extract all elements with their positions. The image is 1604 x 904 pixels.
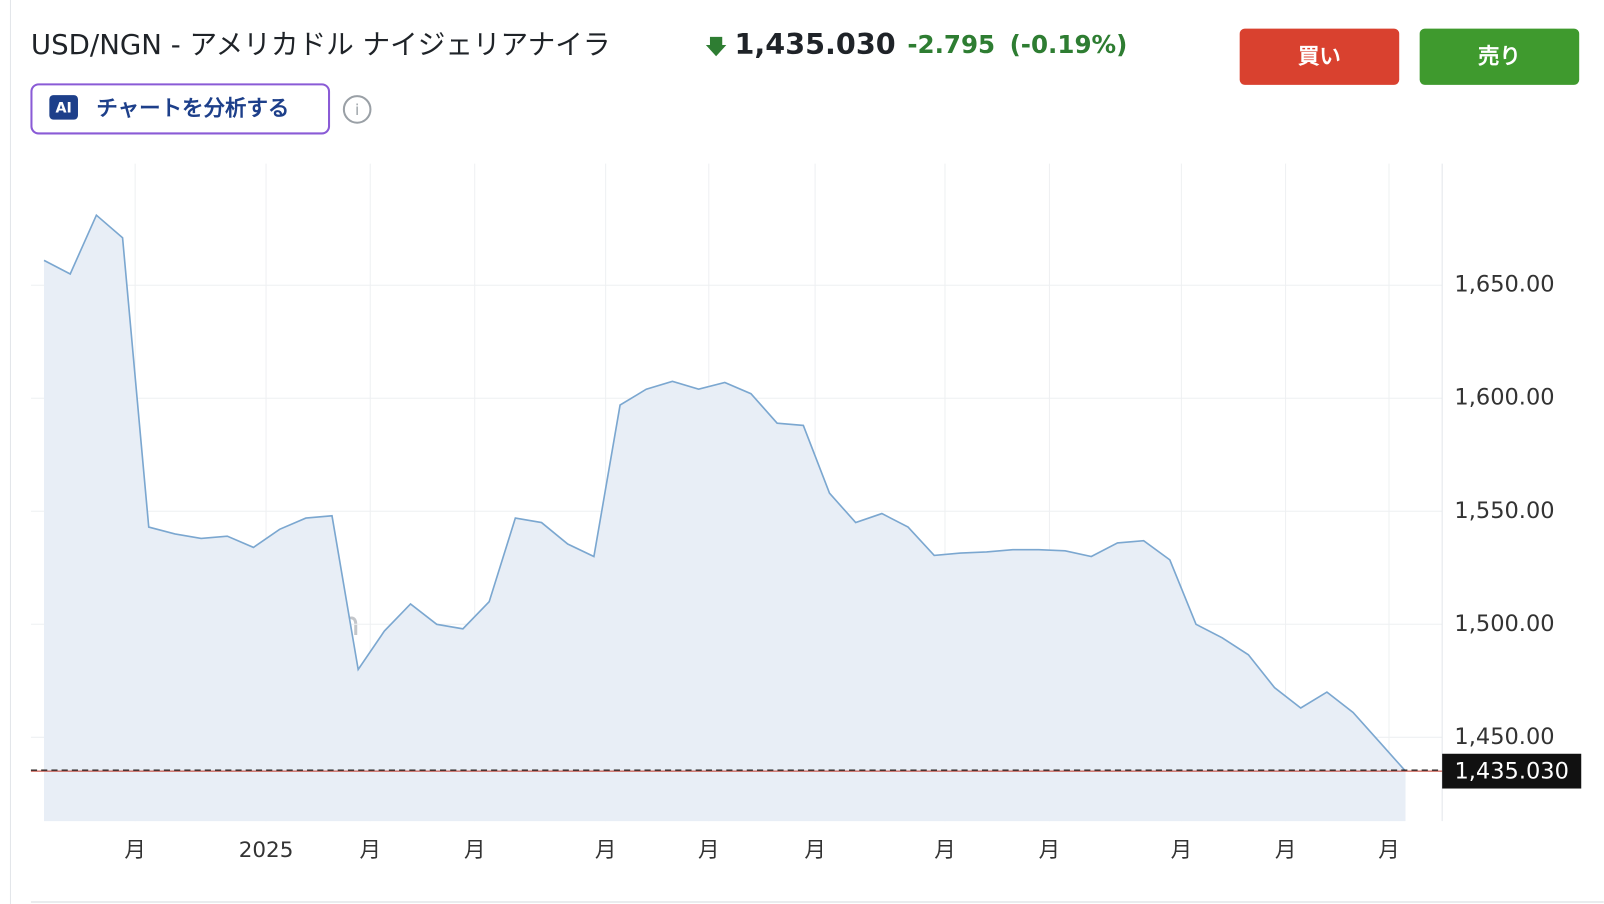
down-arrow <box>705 36 727 57</box>
x-tick-label: 月 <box>934 838 955 863</box>
change: -2.795 <box>907 30 995 59</box>
y-tick-label: 1,600.00 <box>1454 385 1554 411</box>
x-tick-label: 2025 <box>239 838 294 863</box>
sell-label: 売り <box>1478 43 1521 69</box>
title: USD/NGN - アメリカドル ナイジェリアナイラ <box>31 28 611 61</box>
info-glyph: i <box>355 101 359 119</box>
price-line <box>43 213 1407 772</box>
x-tick-label: 月 <box>698 838 719 863</box>
y-tick-label: 1,500.00 <box>1454 611 1554 637</box>
ai-label: チャートを分析する <box>96 96 289 121</box>
y-tick-label: 1,450.00 <box>1454 724 1554 750</box>
y-tick-label: 1,550.00 <box>1454 498 1554 524</box>
buy-label: 買い <box>1298 44 1341 69</box>
ai-button[interactable] <box>30 83 331 135</box>
x-tick-label: 月 <box>1275 838 1296 863</box>
ai-badge: AI <box>55 100 71 116</box>
price: 1,435.030 <box>735 27 896 61</box>
x-tick-label: 月 <box>1039 838 1060 863</box>
x-tick-label: 月 <box>804 838 825 863</box>
x-tick-label: 月 <box>1378 838 1399 863</box>
y-tick-label: 1,650.00 <box>1454 272 1554 298</box>
x-tick-label: 月 <box>124 838 145 863</box>
info-icon[interactable] <box>342 95 372 124</box>
sell-button[interactable] <box>1419 28 1580 85</box>
x-tick-label: 月 <box>1171 838 1192 863</box>
last-price-label: 1,435.030 <box>1454 759 1568 785</box>
x-tick-label: 月 <box>360 838 381 863</box>
last-price-box <box>1442 753 1582 789</box>
x-tick-label: 月 <box>595 838 616 863</box>
ai-icon <box>49 95 78 120</box>
change-percent: (-0.19%) <box>1010 30 1128 59</box>
area-fill <box>44 215 1406 822</box>
x-tick-label: 月 <box>464 838 485 863</box>
buy-button[interactable] <box>1239 28 1400 85</box>
plot: Investing.com1,450.001,500.001,550.001,6… <box>30 163 1582 863</box>
